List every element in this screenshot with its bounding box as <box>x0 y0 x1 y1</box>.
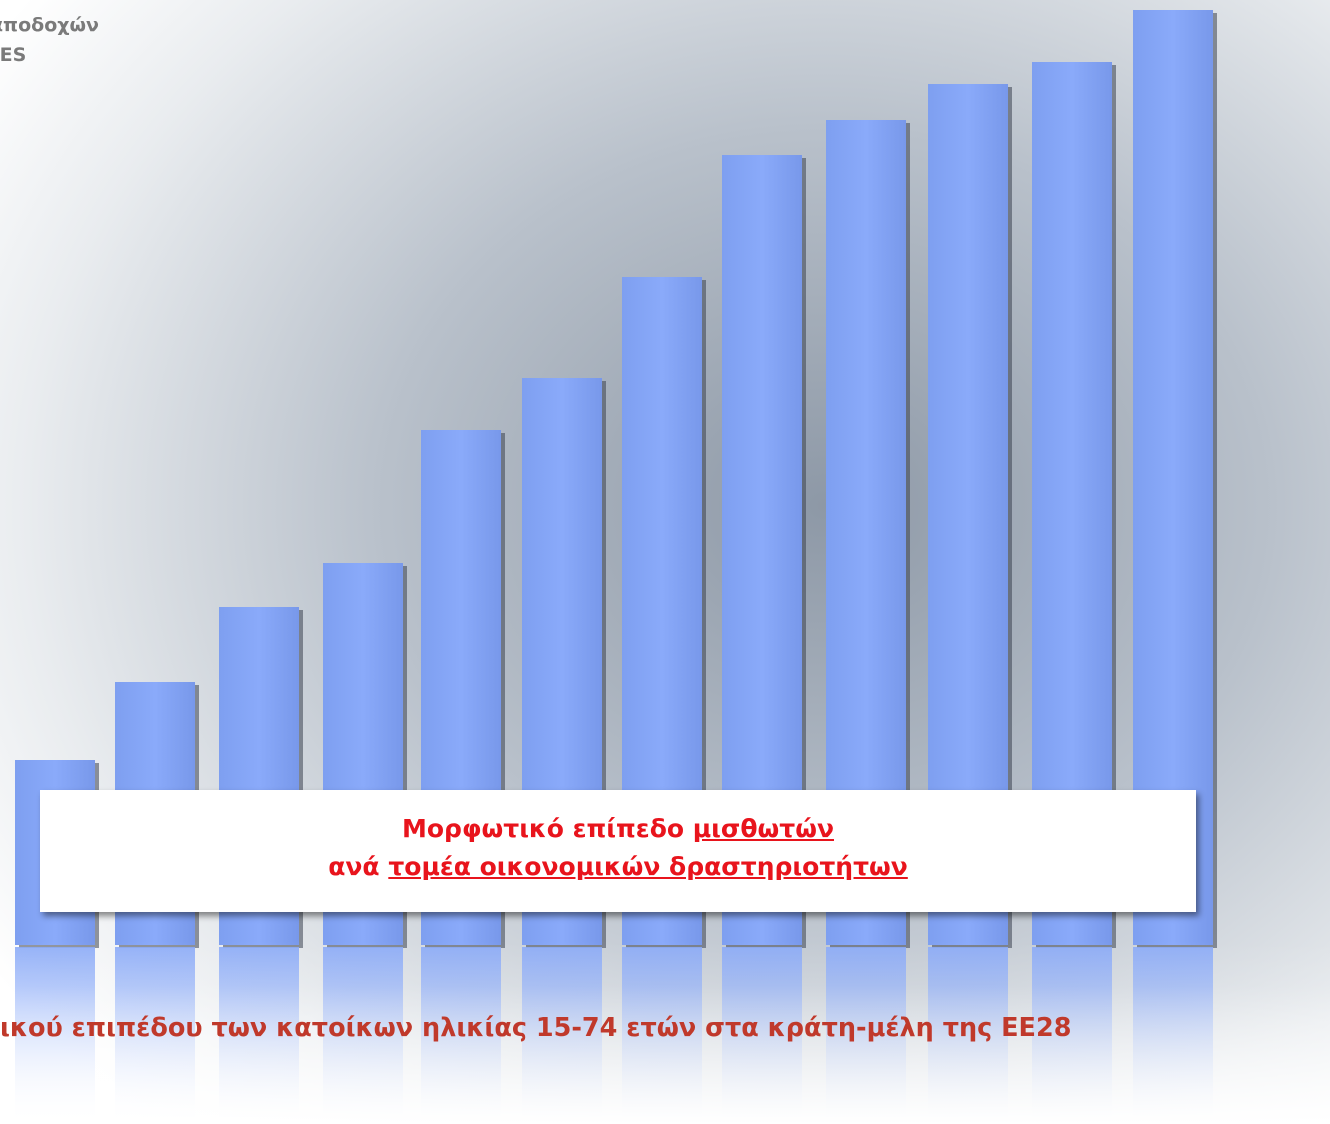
floor-fade <box>0 940 1330 1124</box>
title-underlined: τομέα οικονομικών δραστηριοτήτων <box>388 852 908 881</box>
title-text: Μορφωτικό επίπεδο <box>402 814 685 843</box>
title-box: Μορφωτικό επίπεδο μισθωτών ανά τομέα οικ… <box>40 790 1196 912</box>
title-line: Μορφωτικό επίπεδο μισθωτών <box>40 810 1196 848</box>
title-text: ανά <box>328 852 380 881</box>
bar <box>1133 10 1213 945</box>
title-underlined: μισθωτών <box>692 814 834 843</box>
header-line: αποδοχών <box>0 14 99 36</box>
header-line: SES <box>0 44 27 66</box>
title-line: ανά τομέα οικονομικών δραστηριοτήτων <box>40 848 1196 886</box>
footer-text: ικού επιπέδου των κατοίκων ηλικίας 15-74… <box>0 1013 1072 1043</box>
